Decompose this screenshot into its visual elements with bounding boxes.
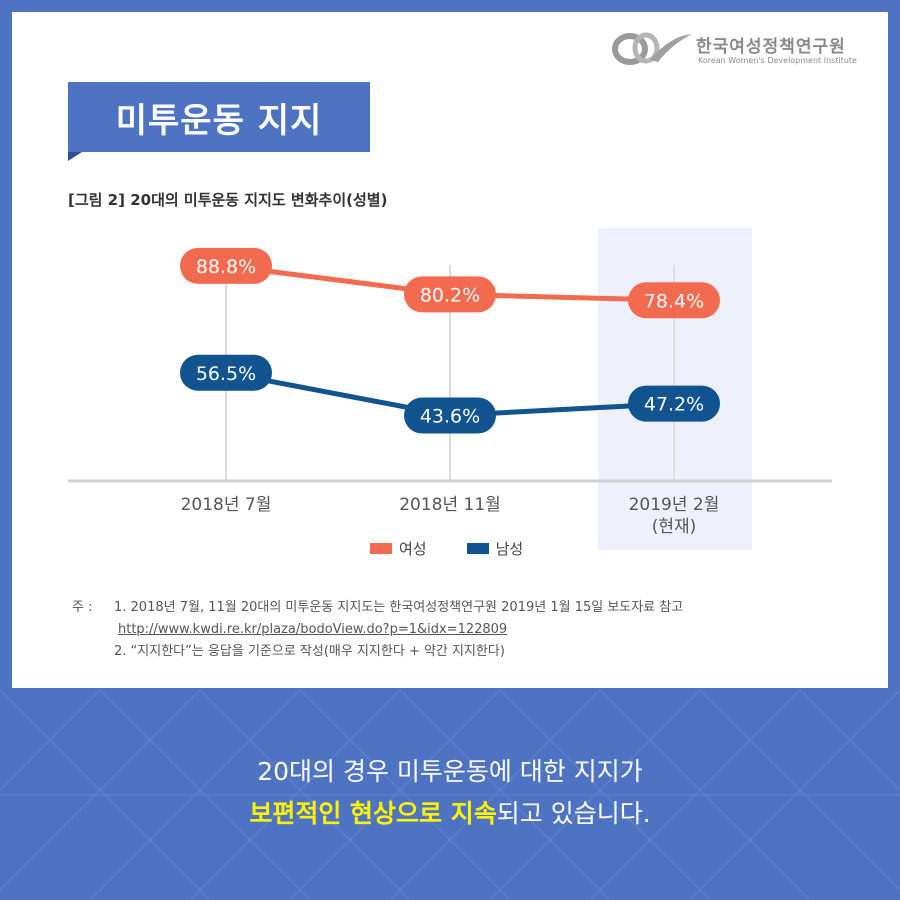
x-tick-label: (현재) xyxy=(652,517,697,537)
data-point-pill xyxy=(404,397,496,434)
figure-caption: [그림 2] 20대의 미투운동 지지도 변화추이(성별) xyxy=(68,191,388,209)
data-label: 43.6% xyxy=(420,405,480,427)
data-point-pill xyxy=(180,354,272,391)
data-label: 47.2% xyxy=(644,394,704,416)
data-label: 78.4% xyxy=(644,290,704,312)
x-tick-label: 2019년 2월 xyxy=(629,495,720,515)
legend-swatch xyxy=(466,543,489,554)
footnote-1: 1. 2018년 7월, 11월 20대의 미투운동 지지도는 한국여성정책연구… xyxy=(114,600,684,615)
summary-highlight: 보편적인 현상으로 지속 xyxy=(249,799,497,828)
footnote-prefix: 주 : xyxy=(72,600,93,615)
data-point-pill xyxy=(180,247,272,284)
footnote-link[interactable]: http://www.kwdi.re.kr/plaza/bodoView.do?… xyxy=(118,622,508,637)
legend-swatch xyxy=(370,543,392,554)
page-title: 미투운동 지지 xyxy=(68,82,370,152)
legend-label: 남성 xyxy=(495,540,524,558)
title-ribbon-fold xyxy=(68,152,82,161)
summary-line-1: 20대의 경우 미투운동에 대한 지지가 xyxy=(257,757,643,786)
summary-line-2: 보편적인 현상으로 지속되고 있습니다. xyxy=(0,792,900,836)
legend-item: 남성 xyxy=(466,538,524,559)
x-tick-label: 2018년 7월 xyxy=(181,495,272,515)
legend-item: 여성 xyxy=(370,538,427,559)
x-tick-label: 2018년 11월 xyxy=(399,495,501,515)
brand-name-ko: 한국여성정책연구원 xyxy=(696,37,846,57)
legend-label: 여성 xyxy=(399,540,427,558)
data-point-pill xyxy=(628,282,720,319)
data-label: 88.8% xyxy=(196,256,256,278)
summary-message: 20대의 경우 미투운동에 대한 지지가 보편적인 현상으로 지속되고 있습니다… xyxy=(0,752,900,836)
kwdi-logo: 한국여성정책연구원 Korean Women's Development Ins… xyxy=(598,24,868,74)
data-point-pill xyxy=(628,385,720,422)
chart-legend: 여성 남성 xyxy=(370,538,523,559)
data-label: 56.5% xyxy=(196,363,256,385)
brand-name-en: Korean Women's Development Institute xyxy=(698,56,857,65)
summary-rest: 되고 있습니다. xyxy=(496,799,651,828)
data-label: 80.2% xyxy=(420,284,480,306)
kwdi-logo-mark xyxy=(612,32,692,65)
data-point-pill xyxy=(404,276,496,313)
footnote-2: 2. “지지한다”는 응답을 기준으로 작성(매우 지지한다 + 약간 지지한다… xyxy=(114,644,505,659)
